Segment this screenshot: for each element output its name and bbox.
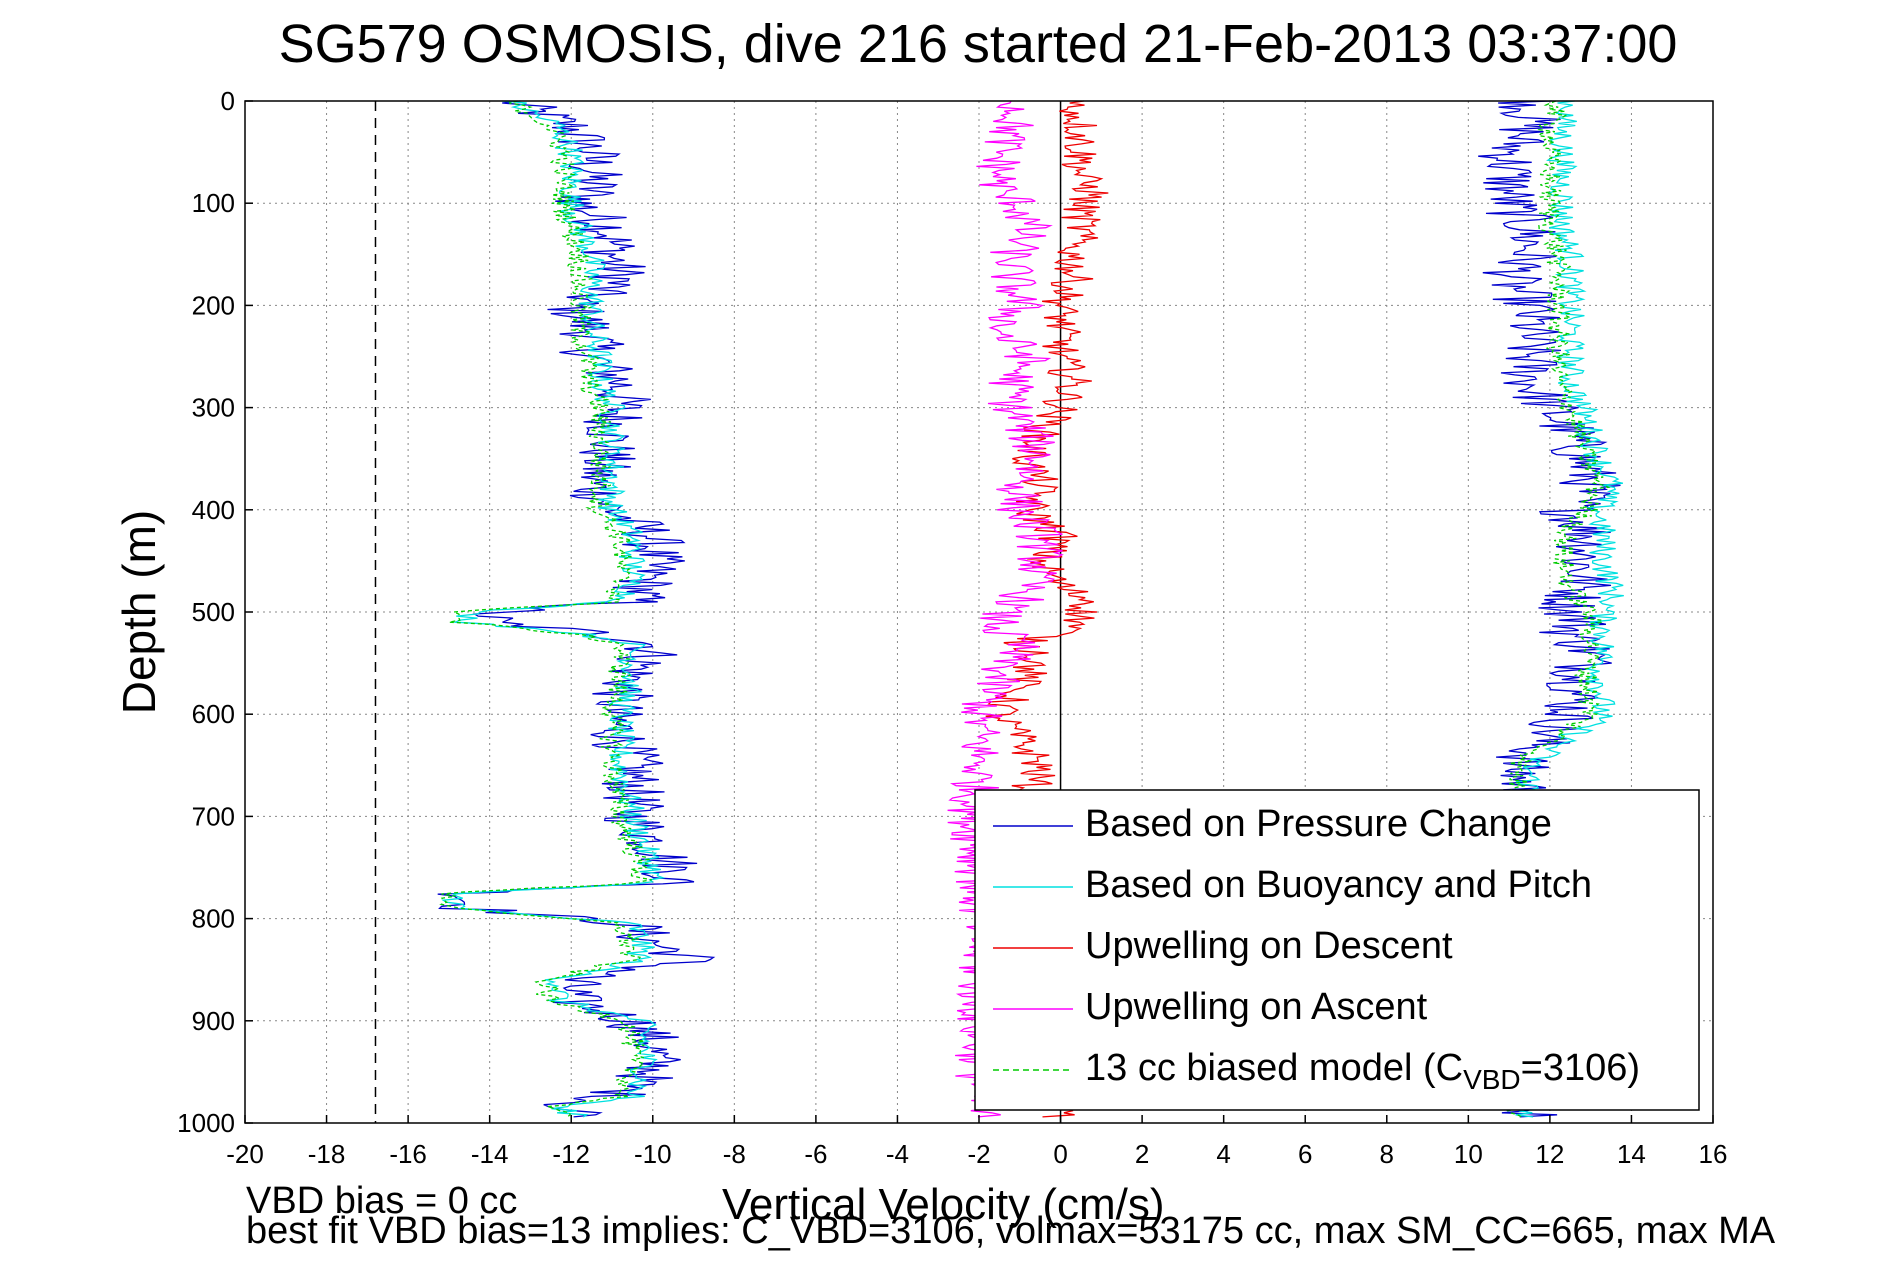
x-axis: -20 -18 -16 -14 -12 -10 -8 -6 -4 -2 0 2 4 6 8 10 12 14 16 xyxy=(226,1115,1727,1169)
x-tick-label: -16 xyxy=(389,1139,427,1169)
x-tick-label: -12 xyxy=(552,1139,590,1169)
x-tick-label: 4 xyxy=(1216,1139,1230,1169)
legend: Based on Pressure Change Based on Buoyanc… xyxy=(974,789,1700,1111)
annotation-line2: best fit VBD bias=13 implies: C_VBD=3106… xyxy=(246,1210,1776,1252)
legend-entry: Based on Pressure Change xyxy=(1085,803,1552,845)
y-tick-label: 700 xyxy=(192,801,235,831)
y-tick-label: 400 xyxy=(192,495,235,525)
x-tick-label: 16 xyxy=(1699,1139,1728,1169)
x-tick-label: -18 xyxy=(308,1139,346,1169)
y-axis: 0 100 200 300 400 500 600 700 800 900 1000 xyxy=(177,86,253,1138)
legend-model-subscript: VBD xyxy=(1463,1064,1521,1095)
series-1-line-1 xyxy=(437,100,716,1118)
x-tick-label: 2 xyxy=(1135,1139,1149,1169)
x-tick-label: -14 xyxy=(471,1139,509,1169)
x-tick-label: 8 xyxy=(1380,1139,1394,1169)
legend-entry: Based on Buoyancy and Pitch xyxy=(1085,864,1592,906)
y-tick-label: 900 xyxy=(192,1006,235,1036)
x-tick-label: 12 xyxy=(1535,1139,1564,1169)
series-2-line-1 xyxy=(441,100,666,1118)
x-tick-label: 10 xyxy=(1454,1139,1483,1169)
y-tick-label: 200 xyxy=(192,290,235,320)
series-5-line-2 xyxy=(1502,100,1611,1118)
x-tick-label: 14 xyxy=(1617,1139,1646,1169)
x-axis-label: Vertical Velocity (cm/s) xyxy=(722,1180,1165,1229)
y-tick-label: 100 xyxy=(192,188,235,218)
y-tick-label: 600 xyxy=(192,699,235,729)
x-tick-label: -4 xyxy=(886,1139,909,1169)
y-tick-label: 0 xyxy=(221,86,235,116)
legend-entry: Upwelling on Descent xyxy=(1085,925,1453,967)
x-tick-label: -6 xyxy=(804,1139,827,1169)
legend-entry-model: 13 cc biased model (CVBD=3106) xyxy=(1085,1047,1640,1095)
series-5 xyxy=(439,100,1611,1118)
x-tick-label: 0 xyxy=(1053,1139,1067,1169)
legend-box xyxy=(974,789,1700,1111)
series-4 xyxy=(947,100,1064,1118)
y-tick-label: 1000 xyxy=(177,1108,235,1138)
legend-entry: Upwelling on Ascent xyxy=(1085,986,1428,1028)
x-tick-label: 6 xyxy=(1298,1139,1312,1169)
x-tick-label: -2 xyxy=(967,1139,990,1169)
x-tick-label: -8 xyxy=(723,1139,746,1169)
annotation-line1: VBD bias = 0 cc xyxy=(246,1180,518,1222)
series-5-line-1 xyxy=(439,100,652,1118)
y-axis-label: Depth (m) xyxy=(113,510,165,714)
chart-title: SG579 OSMOSIS, dive 216 started 21-Feb-2… xyxy=(279,14,1678,74)
y-tick-label: 300 xyxy=(192,393,235,423)
x-tick-label: -20 xyxy=(226,1139,264,1169)
y-tick-label: 500 xyxy=(192,597,235,627)
x-tick-label: -10 xyxy=(634,1139,672,1169)
series-4-line-1 xyxy=(947,100,1064,1118)
y-tick-label: 800 xyxy=(192,904,235,934)
